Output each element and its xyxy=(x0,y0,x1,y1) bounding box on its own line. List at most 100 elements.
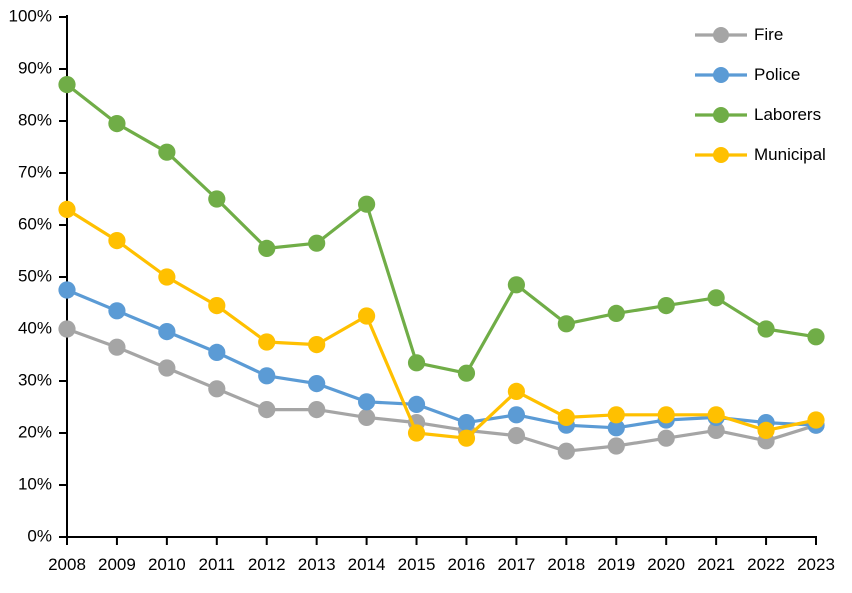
x-axis-tick-label: 2008 xyxy=(48,555,86,574)
laborers-series-marker-icon xyxy=(695,107,747,123)
data-point-laborers-2009 xyxy=(108,115,126,133)
data-point-fire-2019 xyxy=(607,437,625,455)
x-axis-tick-label: 2018 xyxy=(547,555,585,574)
x-axis-tick-label: 2023 xyxy=(797,555,835,574)
data-point-police-2017 xyxy=(507,406,525,424)
data-point-police-2019 xyxy=(607,419,625,437)
data-point-fire-2009 xyxy=(108,338,126,356)
data-point-laborers-2016 xyxy=(457,364,476,382)
data-point-fire-2008 xyxy=(58,320,76,338)
fire-series-marker-icon xyxy=(695,27,747,43)
data-point-police-2015 xyxy=(407,395,426,413)
series-line-police xyxy=(65,288,818,430)
y-axis-tick-label: 100% xyxy=(9,6,52,25)
data-point-laborers-2013 xyxy=(308,234,326,252)
y-axis-tick-label: 10% xyxy=(18,474,52,493)
x-axis-tick-label: 2020 xyxy=(647,555,685,574)
data-point-municipal-2012 xyxy=(258,333,276,351)
data-point-police-2010 xyxy=(158,323,176,341)
data-point-municipal-2016 xyxy=(457,429,476,447)
data-point-laborers-2017 xyxy=(507,276,525,294)
y-axis-tick-label: 60% xyxy=(18,214,52,233)
data-point-municipal-2019 xyxy=(607,406,625,424)
legend-label-police: Police xyxy=(754,65,801,84)
y-axis-tick-label: 50% xyxy=(18,266,52,285)
data-point-police-2013 xyxy=(308,375,326,393)
data-point-laborers-2018 xyxy=(557,315,575,333)
y-axis-tick-label: 0% xyxy=(27,526,52,545)
x-axis-tick-label: 2010 xyxy=(148,555,186,574)
series-line-fire xyxy=(65,327,818,453)
data-point-fire-2018 xyxy=(557,442,575,460)
data-point-fire-2011 xyxy=(208,380,226,398)
x-axis-tick-label: 2016 xyxy=(448,555,486,574)
data-point-police-2011 xyxy=(208,343,226,361)
data-point-laborers-2011 xyxy=(208,190,226,208)
x-axis-tick-label: 2012 xyxy=(248,555,286,574)
data-point-laborers-2021 xyxy=(707,289,725,307)
x-axis-tick-label: 2021 xyxy=(697,555,735,574)
y-axis-tick-label: 70% xyxy=(18,162,52,181)
y-axis-tick-label: 40% xyxy=(18,318,52,337)
legend-item-police: Police xyxy=(693,61,826,89)
data-point-police-2008 xyxy=(58,281,76,299)
data-point-police-2012 xyxy=(258,367,276,385)
data-point-laborers-2022 xyxy=(757,320,775,338)
y-axis-tick-label: 80% xyxy=(18,110,52,129)
x-axis-tick-label: 2011 xyxy=(199,555,236,574)
legend-label-laborers: Laborers xyxy=(754,105,822,124)
data-point-municipal-2014 xyxy=(358,307,376,325)
data-point-fire-2021 xyxy=(707,421,725,439)
data-point-police-2016 xyxy=(457,414,476,432)
data-point-municipal-2017 xyxy=(507,382,525,400)
data-point-fire-2020 xyxy=(657,429,675,447)
data-point-police-2014 xyxy=(358,393,376,411)
data-point-laborers-2012 xyxy=(258,239,276,257)
data-point-laborers-2015 xyxy=(407,354,426,372)
legend-item-municipal: Municipal xyxy=(693,141,826,169)
x-axis-tick-label: 2017 xyxy=(497,555,535,574)
x-axis-tick-label: 2019 xyxy=(597,555,635,574)
data-point-police-2009 xyxy=(108,302,126,320)
data-point-laborers-2023 xyxy=(807,328,825,346)
x-axis-tick-label: 2022 xyxy=(747,555,785,574)
series-line-laborers xyxy=(65,82,818,375)
data-point-fire-2017 xyxy=(507,427,525,445)
data-point-municipal-2020 xyxy=(657,406,675,424)
data-point-fire-2013 xyxy=(308,401,326,419)
municipal-series-marker-icon xyxy=(695,147,747,163)
data-point-municipal-2013 xyxy=(308,336,326,354)
legend-label-municipal: Municipal xyxy=(754,145,826,164)
data-point-fire-2014 xyxy=(358,408,376,426)
y-axis-tick-label: 30% xyxy=(18,370,52,389)
data-point-municipal-2011 xyxy=(208,297,226,315)
data-point-fire-2012 xyxy=(258,401,276,419)
data-point-municipal-2008 xyxy=(58,200,76,218)
data-point-municipal-2009 xyxy=(108,232,126,250)
data-point-municipal-2018 xyxy=(557,408,575,426)
legend-item-laborers: Laborers xyxy=(693,101,826,129)
y-axis-tick-label: 20% xyxy=(18,422,52,441)
x-axis-tick-label: 2013 xyxy=(298,555,336,574)
x-axis-tick-label: 2009 xyxy=(98,555,136,574)
chart-legend: Fire Police Laborers Municipal xyxy=(693,21,826,169)
data-point-laborers-2014 xyxy=(358,195,376,213)
y-axis-tick-label: 90% xyxy=(18,58,52,77)
data-point-municipal-2022 xyxy=(757,421,775,439)
data-point-municipal-2021 xyxy=(707,406,725,424)
data-point-laborers-2010 xyxy=(158,143,176,161)
data-point-laborers-2019 xyxy=(607,304,625,322)
data-point-laborers-2020 xyxy=(657,297,675,315)
data-point-laborers-2008 xyxy=(58,76,76,94)
data-point-municipal-2023 xyxy=(807,411,825,429)
data-point-fire-2010 xyxy=(158,359,176,377)
data-point-municipal-2015 xyxy=(407,424,426,442)
police-series-marker-icon xyxy=(695,67,747,83)
legend-label-fire: Fire xyxy=(754,25,784,44)
data-point-municipal-2010 xyxy=(158,268,176,286)
x-axis-tick-label: 2015 xyxy=(398,555,436,574)
series-line-municipal xyxy=(65,207,818,440)
x-axis-tick-label: 2014 xyxy=(348,555,386,574)
